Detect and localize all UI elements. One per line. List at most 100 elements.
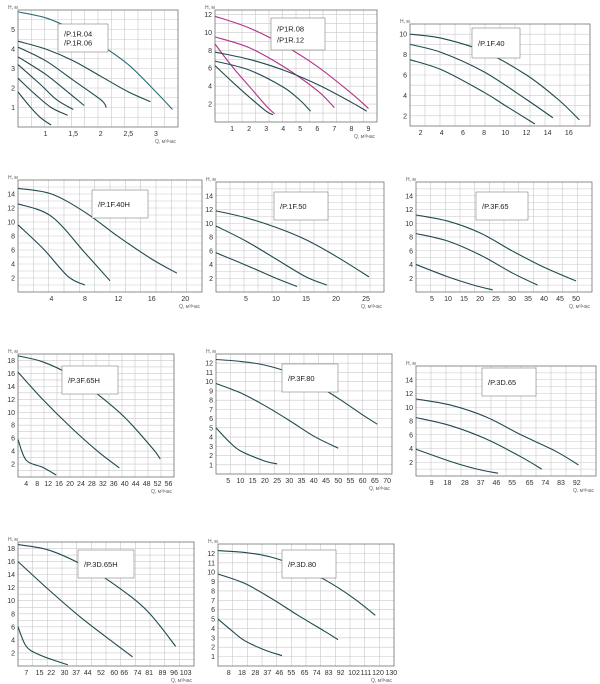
x-tick-label: 45: [556, 296, 564, 303]
x-tick-label: 8: [482, 130, 486, 137]
y-tick-label: 12: [7, 206, 15, 213]
y-tick-label: 12: [207, 551, 215, 558]
legend-label: /P1R.08: [277, 25, 304, 34]
plot-frame: [215, 181, 385, 293]
legend-label: /P.3F.80: [288, 374, 315, 383]
x-tick-label: 2: [99, 131, 103, 138]
legend-label: /P.1F.50: [280, 202, 307, 211]
x-tick-label: 20: [181, 296, 189, 303]
x-tick-label: 48: [143, 481, 151, 488]
y-tick-label: 2: [11, 462, 15, 469]
y-tick-label: 10: [204, 30, 212, 37]
pump-curve-1: [215, 210, 370, 278]
x-tick-label: 55: [347, 478, 355, 485]
x-tick-label: 15: [249, 478, 257, 485]
y-tick-label: 6: [209, 248, 213, 255]
y-tick-label: 5: [11, 27, 15, 34]
pump-curve-3: [215, 427, 278, 465]
pump-curve-1: [415, 398, 579, 466]
grid: [410, 24, 590, 126]
legend-box: [281, 549, 337, 579]
x-tick-label: 20: [332, 296, 340, 303]
y-tick-label: 3: [209, 444, 213, 451]
plot-frame: [217, 543, 395, 667]
legend-box: [475, 191, 529, 221]
legend: /P.1F.40H: [91, 189, 149, 219]
x-tick-label: 60: [110, 670, 118, 677]
x-tick-label: 102: [348, 670, 360, 677]
y-tick-label: 16: [7, 559, 15, 566]
y-tick-label: 6: [409, 432, 413, 439]
y-tick-label: 8: [403, 52, 407, 59]
x-tick-label: 15: [460, 296, 468, 303]
y-tick-label: 12: [205, 207, 213, 214]
y-axis-label: H, м: [406, 361, 416, 367]
legend-label: /P.3D.65: [488, 378, 516, 387]
x-tick-label: 25: [362, 296, 370, 303]
x-tick-label: 46: [275, 670, 283, 677]
y-tick-label: 8: [209, 398, 213, 405]
y-tick-label: 18: [7, 358, 15, 365]
x-tick-label: 35: [298, 478, 306, 485]
x-axis-label: Q, м³/час: [369, 486, 391, 492]
legend: /P.3F.65H: [61, 365, 119, 395]
legend-label: /P.3F.65H: [68, 376, 100, 385]
y-tick-label: 14: [7, 384, 15, 391]
x-tick-label: 7: [332, 126, 336, 133]
x-tick-label: 60: [359, 478, 367, 485]
x-tick-label: 28: [251, 670, 259, 677]
x-tick-label: 40: [310, 478, 318, 485]
y-tick-label: 14: [7, 192, 15, 199]
x-tick-label: 30: [285, 478, 293, 485]
pump-curve-5: [214, 60, 311, 112]
y-tick-label: 3: [211, 635, 215, 642]
y-tick-label: 4: [409, 262, 413, 269]
y-axis-label: H, м: [8, 175, 18, 181]
y-tick-label: 8: [409, 235, 413, 242]
x-tick-label: 9: [367, 126, 371, 133]
y-tick-label: 18: [7, 546, 15, 553]
x-tick-label: 8: [227, 670, 231, 677]
x-axis-label: Q, м³/час: [371, 678, 393, 684]
y-tick-label: 8: [211, 588, 215, 595]
x-tick-label: 55: [508, 480, 516, 487]
x-tick-label: 8: [35, 481, 39, 488]
y-tick-label: 11: [206, 370, 213, 377]
x-tick-label: 20: [261, 478, 269, 485]
legend-box: [57, 23, 109, 53]
y-tick-label: 12: [405, 391, 413, 398]
x-tick-label: 3: [264, 126, 268, 133]
y-axis-label: H, м: [8, 5, 18, 11]
x-axis-label: Q, м³/час: [179, 304, 201, 310]
x-tick-label: 15: [302, 296, 310, 303]
pump-curve-2: [215, 382, 339, 449]
x-tick-label: 65: [371, 478, 379, 485]
pump-curve-2: [415, 233, 538, 286]
pump-curve-2: [17, 203, 111, 282]
legend-label: /P1R.12: [277, 35, 304, 44]
x-axis-label: Q, м³/час: [171, 678, 193, 684]
plot-frame: [415, 181, 593, 293]
pump-curve-2: [217, 573, 339, 641]
y-axis-label: H, м: [206, 349, 216, 355]
pump-chart-3: 2 4 6 8 10 2 4 6 8 10 12 14 16 H, м/P.1F.40: [399, 19, 591, 137]
x-tick-label: 83: [325, 670, 333, 677]
x-tick-label: 12: [523, 130, 531, 137]
y-axis-label: H, м: [8, 349, 18, 355]
x-axis-label: Q, м³/час: [569, 304, 591, 310]
y-tick-label: 10: [207, 570, 215, 577]
plot-frame: [17, 179, 203, 293]
legend: /P.3D.65H: [77, 549, 135, 579]
x-tick-label: 3: [154, 131, 158, 138]
pump-curve-3: [17, 46, 107, 108]
y-axis-label: H, м: [400, 19, 410, 25]
x-tick-label: 2,5: [123, 131, 133, 138]
pump-curve-5: [17, 64, 74, 110]
x-tick-label: 4: [440, 130, 444, 137]
x-tick-label: 83: [557, 480, 565, 487]
y-tick-label: 7: [209, 407, 213, 414]
pump-curve-3: [215, 252, 298, 288]
grid: [416, 366, 596, 476]
x-tick-label: 6: [461, 130, 465, 137]
